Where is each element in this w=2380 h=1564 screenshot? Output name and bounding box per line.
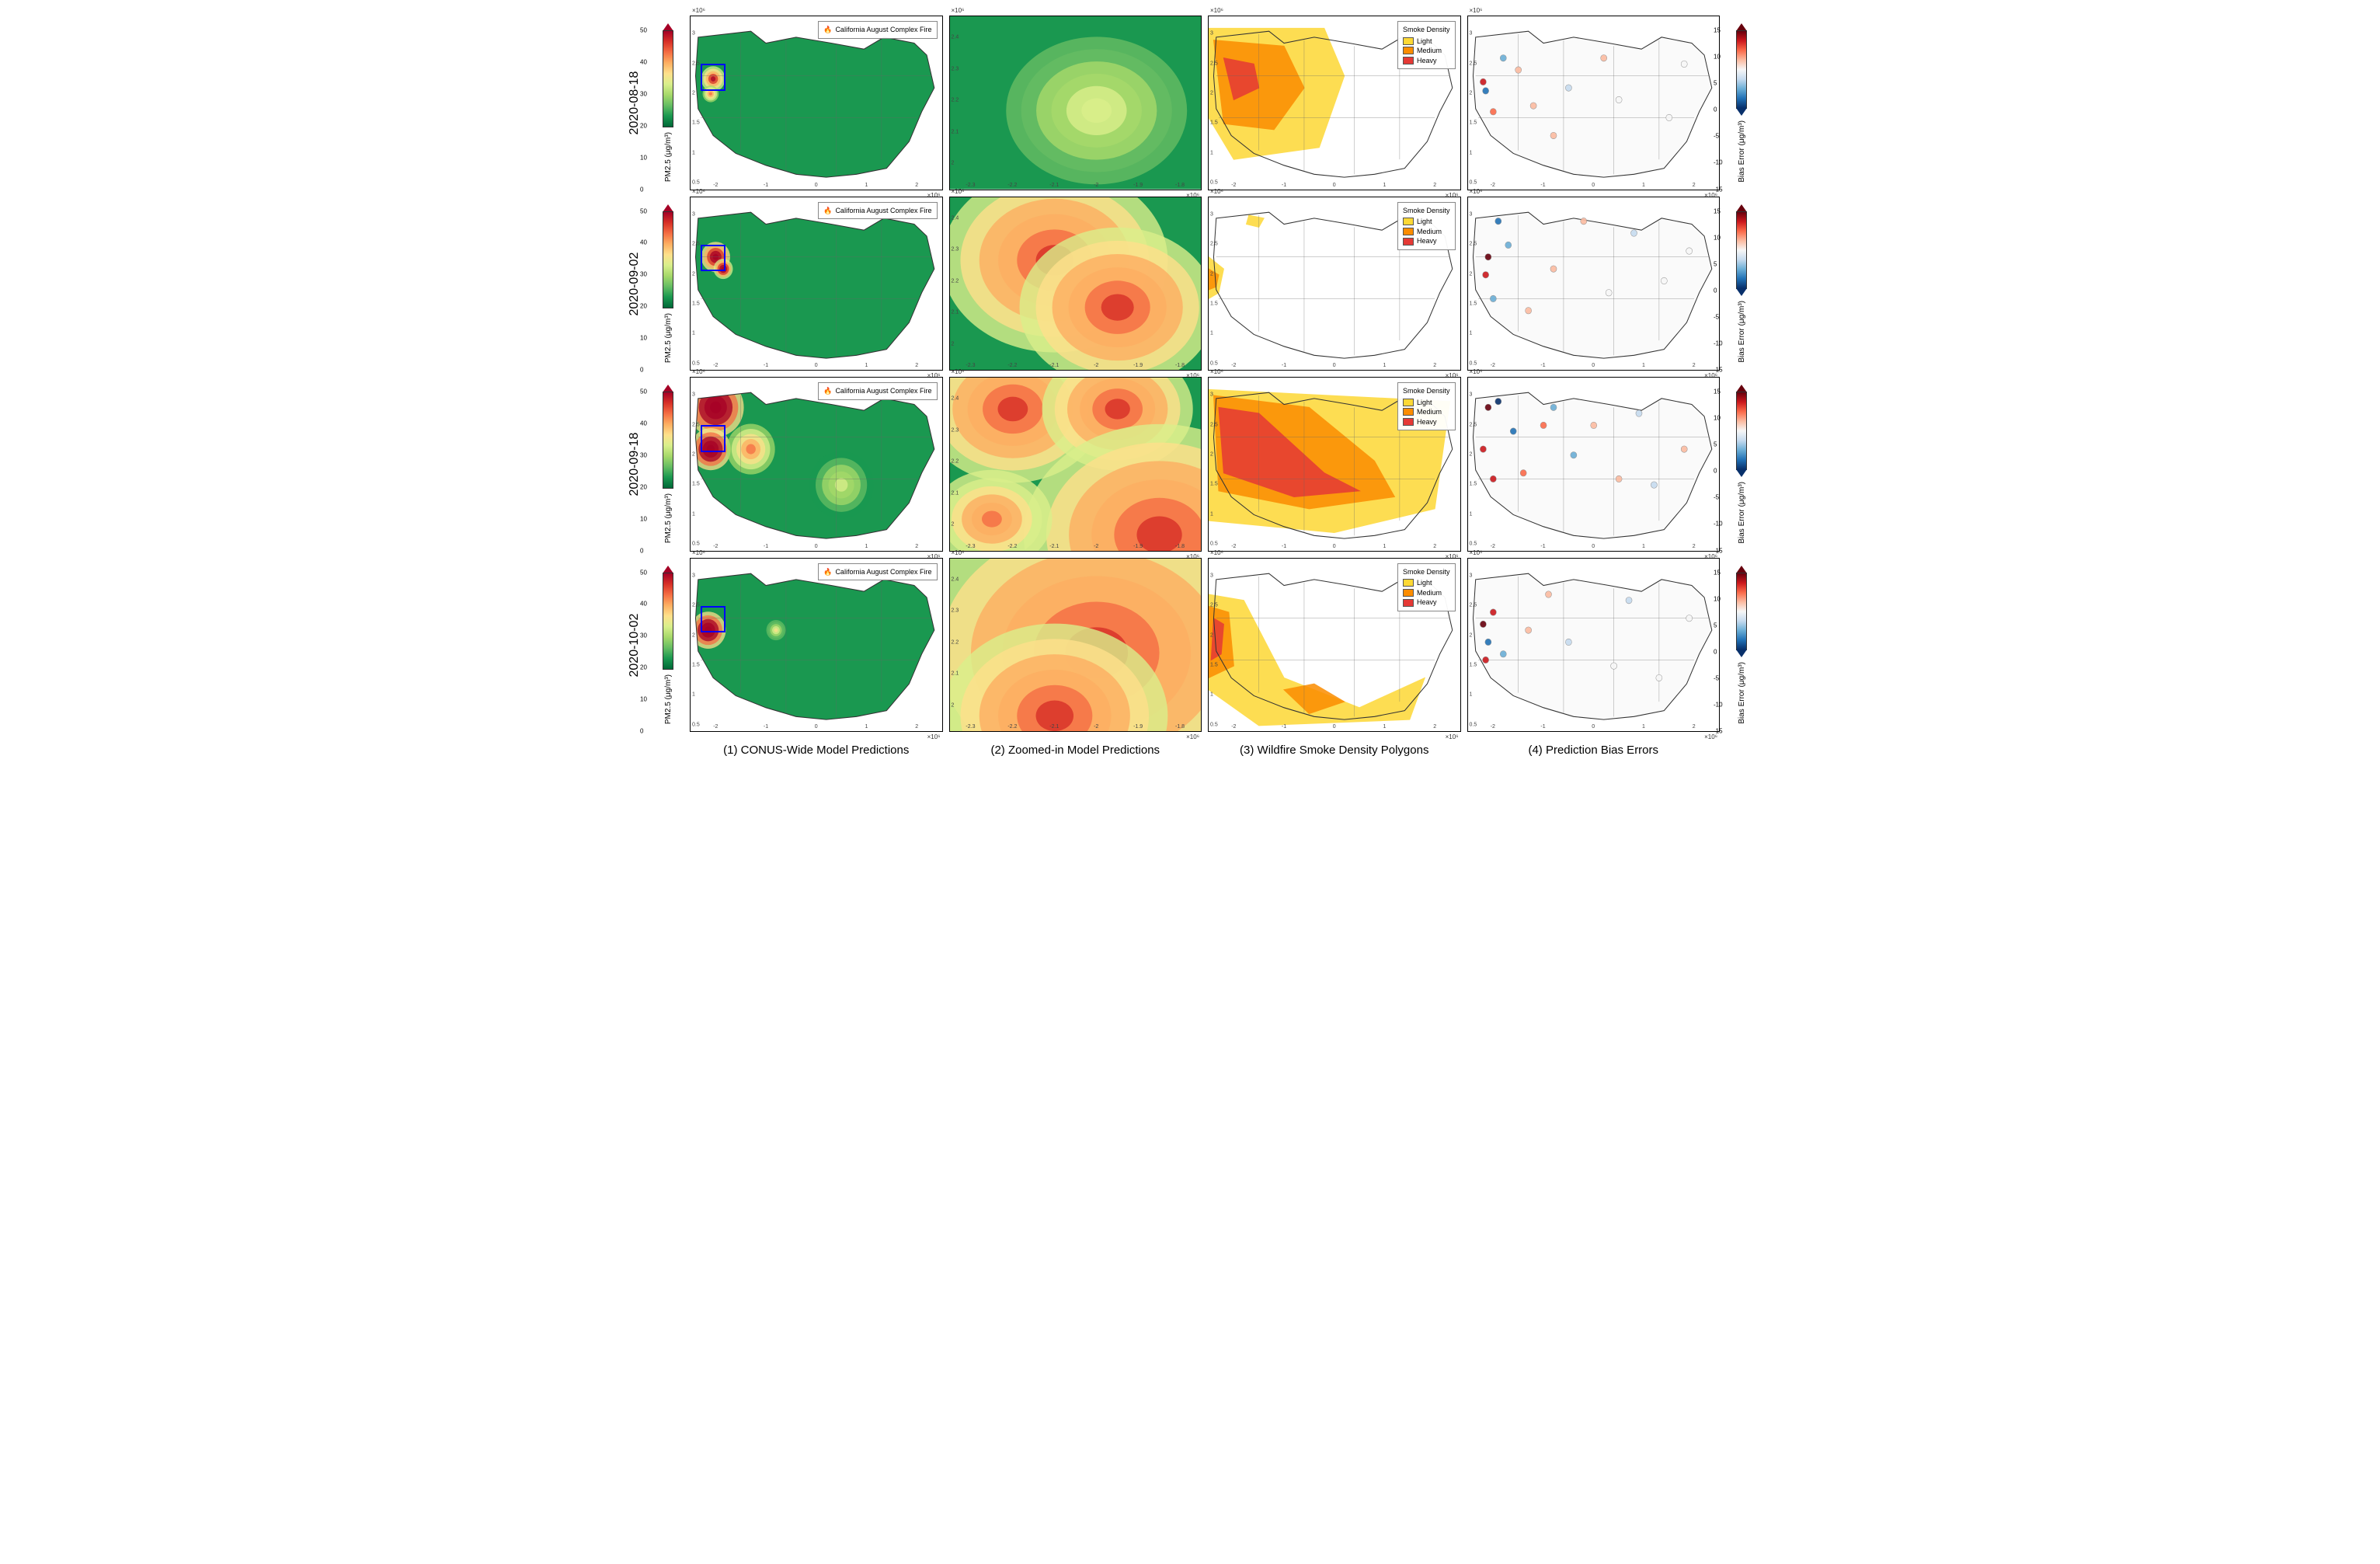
pm25-colorbar: PM2.5 (μg/m³)01020304050 (652, 197, 684, 371)
fire-icon: 🔥 (823, 386, 832, 396)
fire-legend-text: California August Complex Fire (835, 567, 931, 577)
smoke-legend-title: Smoke Density (1403, 206, 1450, 216)
column-label: (4) Prediction Bias Errors (1467, 738, 1721, 761)
smoke-legend-title: Smoke Density (1403, 25, 1450, 35)
zoom-inset-box (701, 245, 725, 272)
zoom-panel: -2.3-2.2-2.1-2-1.9-1.822.12.22.32.4×10⁶×… (949, 16, 1202, 190)
legend-label: Heavy (1417, 597, 1437, 608)
smoke-legend-title: Smoke Density (1403, 386, 1450, 396)
figure-grid: 2020-08-18PM2.5 (μg/m³)01020304050🔥Calif… (623, 16, 1757, 761)
fire-icon: 🔥 (823, 206, 832, 216)
row-date-label: 2020-09-02 (623, 197, 646, 371)
zoom-panel: -2.3-2.2-2.1-2-1.9-1.822.12.22.32.4×10⁶×… (949, 197, 1202, 371)
legend-swatch (1403, 599, 1414, 607)
legend-label: Light (1417, 37, 1432, 47)
fire-icon: 🔥 (823, 567, 832, 577)
smoke-legend: Smoke DensityLightMediumHeavy (1397, 563, 1456, 611)
zoom-inset-box (701, 64, 725, 91)
fire-legend-text: California August Complex Fire (835, 206, 931, 216)
zoom-inset-box (701, 606, 725, 633)
row-date-label: 2020-10-02 (623, 558, 646, 733)
column-label: (2) Zoomed-in Model Predictions (949, 738, 1202, 761)
bias-colorbar: Bias Error (μg/m³)-15-10-5051015 (1726, 197, 1757, 371)
smoke-legend-item: Heavy (1403, 597, 1450, 608)
legend-label: Light (1417, 578, 1432, 588)
legend-swatch (1403, 37, 1414, 45)
smoke-panel: Smoke DensityLightMediumHeavy-2-10120.51… (1208, 377, 1461, 552)
fire-legend: 🔥California August Complex Fire (818, 382, 937, 400)
row-date-label: 2020-09-18 (623, 377, 646, 552)
conus-panel: 🔥California August Complex Fire-2-10120.… (690, 197, 943, 371)
bias-colorbar: Bias Error (μg/m³)-15-10-5051015 (1726, 558, 1757, 733)
bias-panel: -2-10120.511.522.53×10⁶×10⁶ (1467, 16, 1721, 190)
pm25-colorbar: PM2.5 (μg/m³)01020304050 (652, 558, 684, 733)
smoke-legend-item: Light (1403, 398, 1450, 408)
smoke-legend-item: Heavy (1403, 236, 1450, 246)
fire-legend: 🔥California August Complex Fire (818, 21, 937, 39)
legend-swatch (1403, 589, 1414, 597)
zoom-panel: -2.3-2.2-2.1-2-1.9-1.822.12.22.32.4×10⁶×… (949, 377, 1202, 552)
smoke-legend-item: Light (1403, 217, 1450, 227)
smoke-legend-item: Heavy (1403, 417, 1450, 427)
smoke-legend: Smoke Density LightMediumHeavy (1397, 21, 1456, 69)
bias-panel: -2-10120.511.522.53×10⁶×10⁶ (1467, 377, 1721, 552)
legend-label: Medium (1417, 46, 1442, 56)
smoke-legend-item: Light (1403, 578, 1450, 588)
bias-colorbar: Bias Error (μg/m³)-15-10-5051015 (1726, 16, 1757, 190)
legend-swatch (1403, 47, 1414, 54)
smoke-legend-item: Medium (1403, 46, 1450, 56)
legend-label: Heavy (1417, 417, 1437, 427)
legend-swatch (1403, 238, 1414, 246)
smoke-panel: Smoke DensityLightMediumHeavy-2-10120.51… (1208, 197, 1461, 371)
bias-panel: -2-10120.511.522.53×10⁶×10⁶ (1467, 197, 1721, 371)
legend-swatch (1403, 579, 1414, 587)
legend-swatch (1403, 228, 1414, 235)
smoke-legend-item: Light (1403, 37, 1450, 47)
legend-label: Heavy (1417, 236, 1437, 246)
conus-panel: 🔥California August Complex Fire-2-10120.… (690, 558, 943, 733)
fire-legend: 🔥California August Complex Fire (818, 202, 937, 220)
legend-swatch (1403, 408, 1414, 416)
fire-legend-text: California August Complex Fire (835, 25, 931, 35)
legend-swatch (1403, 399, 1414, 406)
zoom-panel: -2.3-2.2-2.1-2-1.9-1.822.12.22.32.4×10⁶×… (949, 558, 1202, 733)
smoke-panel: Smoke DensityLightMediumHeavy-2-10120.51… (1208, 558, 1461, 733)
column-label: (1) CONUS-Wide Model Predictions (690, 738, 943, 761)
smoke-legend-item: Medium (1403, 407, 1450, 417)
legend-label: Light (1417, 398, 1432, 408)
legend-label: Light (1417, 217, 1432, 227)
legend-label: Medium (1417, 407, 1442, 417)
smoke-legend-item: Medium (1403, 588, 1450, 598)
smoke-legend: Smoke Density LightMediumHeavy (1397, 382, 1456, 430)
legend-swatch (1403, 218, 1414, 225)
smoke-legend-item: Medium (1403, 227, 1450, 237)
pm25-colorbar: PM2.5 (μg/m³)01020304050 (652, 16, 684, 190)
legend-swatch (1403, 418, 1414, 426)
legend-label: Heavy (1417, 56, 1437, 66)
bias-panel: -2-10120.511.522.53×10⁶×10⁶ (1467, 558, 1721, 733)
conus-panel: 🔥California August Complex Fire-2-10120.… (690, 16, 943, 190)
legend-label: Medium (1417, 588, 1442, 598)
fire-icon: 🔥 (823, 25, 832, 35)
pm25-colorbar: PM2.5 (μg/m³)01020304050 (652, 377, 684, 552)
smoke-panel: Smoke DensityLightMediumHeavy-2-10120.51… (1208, 16, 1461, 190)
smoke-legend-title: Smoke Density (1403, 567, 1450, 577)
conus-panel: 🔥California August Complex Fire-2-10120.… (690, 377, 943, 552)
legend-swatch (1403, 57, 1414, 64)
column-label: (3) Wildfire Smoke Density Polygons (1208, 738, 1461, 761)
smoke-legend-item: Heavy (1403, 56, 1450, 66)
fire-legend-text: California August Complex Fire (835, 386, 931, 396)
row-date-label: 2020-08-18 (623, 16, 646, 190)
bias-colorbar: Bias Error (μg/m³)-15-10-5051015 (1726, 377, 1757, 552)
legend-label: Medium (1417, 227, 1442, 237)
fire-legend: 🔥California August Complex Fire (818, 563, 937, 581)
zoom-inset-box (701, 425, 725, 452)
smoke-legend: Smoke DensityLightMediumHeavy (1397, 202, 1456, 250)
